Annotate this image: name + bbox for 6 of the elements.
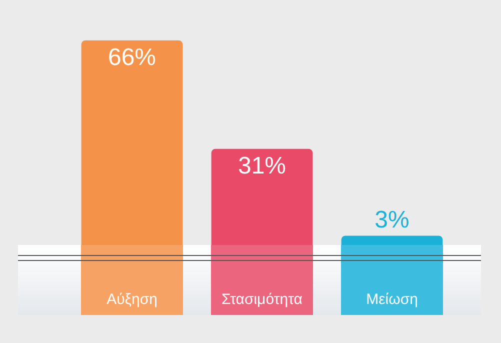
x-tick-label: Στασιμότητα — [222, 291, 303, 308]
x-tick-label: Αύξηση — [106, 291, 158, 308]
x-tick-label: Μείωση — [366, 291, 418, 308]
data-label: 66% — [108, 44, 156, 72]
data-label: 31% — [238, 152, 286, 180]
data-label: 3% — [374, 206, 410, 234]
